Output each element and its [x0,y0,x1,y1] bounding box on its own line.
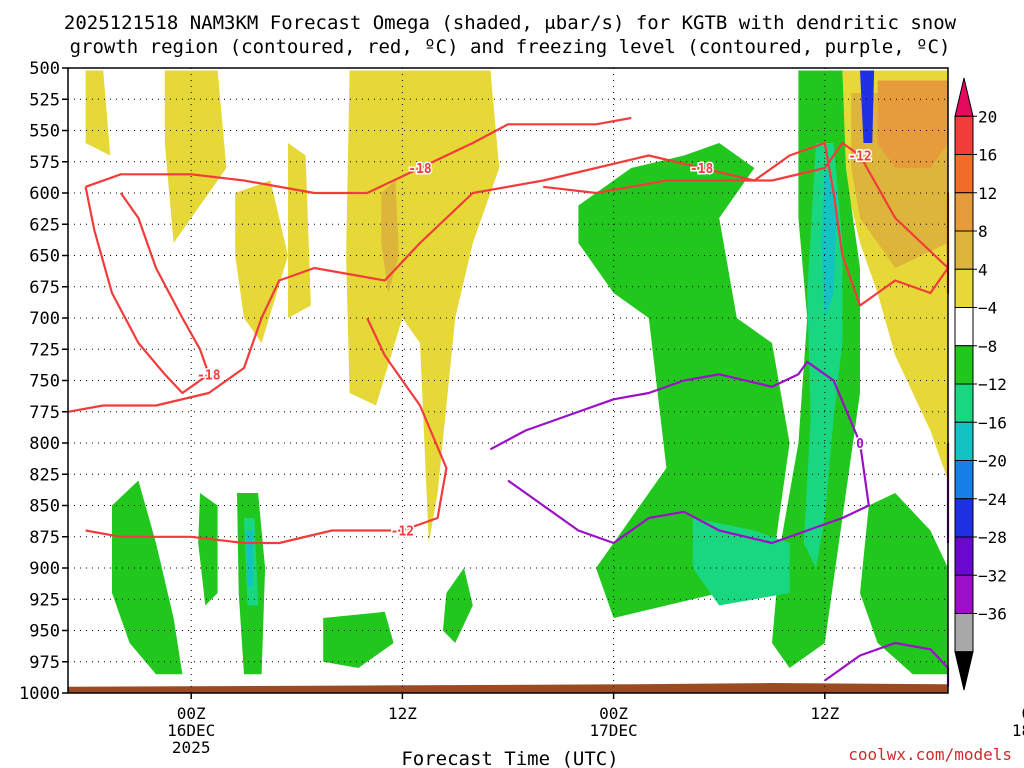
x-tick-label: 00Z [177,704,206,723]
contour-line [85,116,632,195]
contour-label: -12 [391,525,414,540]
colorbar-arrow-top [954,77,974,117]
colorbar-label: 20 [978,107,997,126]
credit-text: coolwx.com/models [848,745,1012,764]
y-tick-label: 700 [29,309,60,329]
omega-region-4_8 [235,180,288,343]
y-tick-label: 725 [29,340,60,360]
terrain-layer [68,683,948,693]
colorbar-label: −36 [978,605,1007,624]
omega-region-8_12 [381,180,399,293]
contour-label: -18 [408,162,432,177]
x-axis-label: Forecast Time (UTC) [401,748,618,768]
omega-region-4_8 [288,143,311,318]
colorbar-label: 16 [978,146,997,165]
colorbar-label: 8 [978,222,988,241]
y-tick-label: 950 [29,622,60,642]
y-tick-label: 750 [29,372,60,392]
y-tick-label: 550 [29,122,60,142]
colorbar-swatch [954,613,974,653]
contour-line [67,141,950,413]
contour-line [84,186,210,395]
colorbar-label: −16 [978,413,1007,432]
y-tick-label: 500 [29,59,60,79]
omega-region-4_8 [346,70,500,543]
x-tick-label: 18DEC [1012,721,1024,740]
contour-line [85,317,448,545]
colorbar-label: −32 [978,566,1007,585]
y-tick-label: 850 [29,497,60,517]
chart-title-line1: 2025121518 NAM3KM Forecast Omega (shaded… [64,12,957,34]
contour-label: -12 [848,150,871,165]
colorbar-swatch [954,536,974,576]
pressure-axis: 500 525 550 575 600 625 650 675 700 725 750 775 800 8… [19,59,68,704]
colorbar-label: 4 [978,260,988,279]
colorbar-swatch [954,192,974,232]
omega-region-4_8 [85,70,111,156]
colorbar-swatch [954,345,974,385]
x-tick-label: 16DEC [167,721,215,740]
colorbar-swatch [954,460,974,500]
omega-region--16_-12 [821,168,838,318]
colorbar-label: −24 [978,490,1007,509]
omega-region--8_-4 [442,568,473,643]
contour-label: 0 [856,437,864,452]
x-tick-label: 00Z [1022,704,1024,723]
y-tick-label: 650 [29,247,60,267]
y-tick-label: 625 [29,215,60,235]
colorbar-label: 12 [978,184,997,203]
y-tick-label: 975 [29,653,60,673]
colorbar-swatch [954,421,974,461]
omega-region--12_-8 [692,518,790,606]
y-tick-label: 775 [29,403,60,423]
y-tick-label: 575 [29,153,60,173]
omega-region--8_-4 [198,493,218,606]
omega-region--8_-4 [323,611,394,668]
colorbar-arrow-bottom [954,651,974,691]
x-tick-label: 12Z [388,704,417,723]
x-tick-label: 2025 [172,738,211,757]
x-tick-label: 17DEC [590,721,638,740]
time-axis: 00Z16DEC202512Z00Z17DEC12Z00Z18DEC [167,693,1024,757]
colorbar-swatch [954,268,974,308]
colorbar-label: −28 [978,528,1007,547]
colorbar-swatch [954,307,974,347]
colorbar-label: −8 [978,337,997,356]
omega-region--16_-12 [245,530,253,587]
colorbar-swatch [954,115,974,155]
y-tick-label: 825 [29,465,60,485]
y-tick-label: 875 [29,528,60,548]
y-tick-label: 525 [29,90,60,110]
omega-region--8_-4 [860,493,948,675]
colorbar-label: −4 [978,299,997,318]
y-tick-label: 1000 [19,684,60,704]
colorbar: 20 16 12 8 4 −4 −8 −12 −16 −20 −24 −28 −32 −36 [954,77,1007,691]
colorbar-label: −20 [978,452,1007,471]
y-tick-label: 600 [29,184,60,204]
colorbar-swatch [954,154,974,194]
colorbar-swatch [954,498,974,538]
omega-region-4_8 [164,70,227,243]
terrain-fill [68,683,948,693]
contour-label: -18 [690,162,714,177]
contour-line [489,360,870,545]
y-tick-label: 900 [29,559,60,579]
omega-region--24_-20 [860,70,875,143]
colorbar-label: −12 [978,375,1007,394]
contour-label: -18 [197,368,221,383]
y-tick-label: 800 [29,434,60,454]
colorbar-swatch [954,383,974,423]
y-tick-label: 925 [29,590,60,610]
colorbar-swatch [954,230,974,270]
x-tick-label: 00Z [599,704,628,723]
chart-title-line2: growth region (contoured, red, ºC) and f… [70,36,951,58]
omega-region--8_-4 [112,480,183,675]
y-tick-label: 675 [29,278,60,298]
omega-region-12_16 [877,80,948,168]
colorbar-swatch [954,574,974,614]
x-tick-label: 12Z [810,704,839,723]
